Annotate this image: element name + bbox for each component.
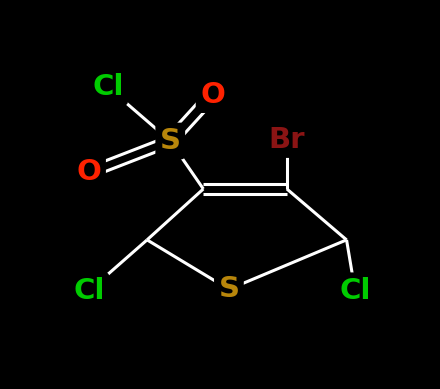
- Text: Cl: Cl: [73, 277, 105, 305]
- Text: Cl: Cl: [339, 277, 371, 305]
- Text: Cl: Cl: [92, 73, 124, 101]
- Text: O: O: [77, 158, 102, 186]
- Text: S: S: [160, 127, 181, 155]
- Text: Br: Br: [269, 126, 305, 154]
- Text: O: O: [200, 81, 225, 109]
- Text: S: S: [218, 275, 239, 303]
